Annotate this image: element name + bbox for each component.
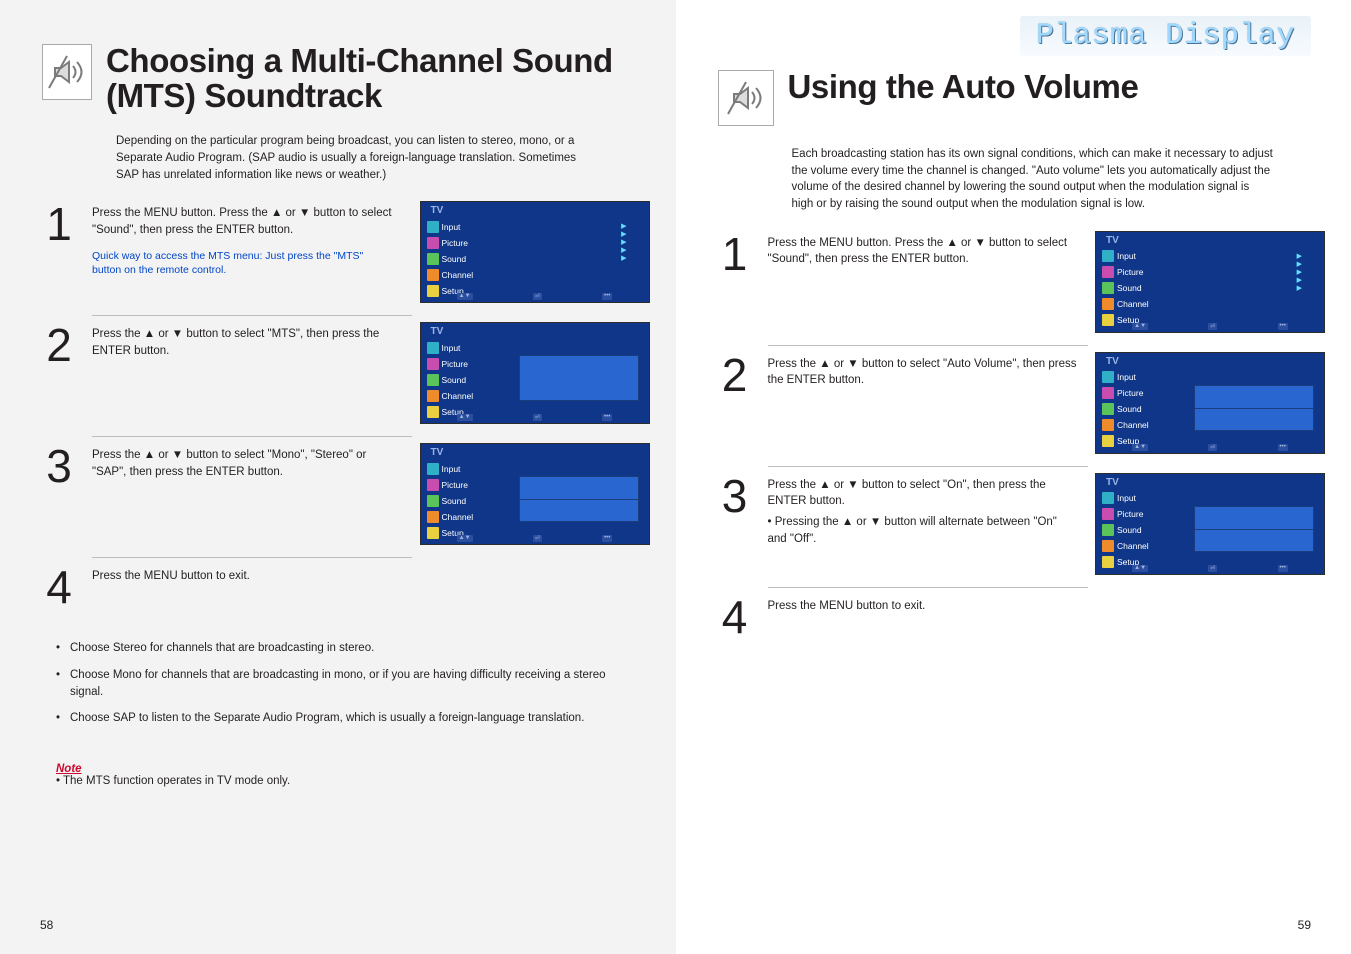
left-title: Choosing a Multi-Channel Sound (MTS) Sou… — [106, 44, 634, 113]
tv-screenshot: TV Input Picture Sound Channel Setup ▲▼⏎… — [1095, 352, 1325, 454]
step-text: Press the ▲ or ▼ button to select "MTS",… — [92, 326, 404, 359]
divider — [92, 436, 412, 437]
note-header: Note — [56, 763, 82, 775]
left-header: Choosing a Multi-Channel Sound (MTS) Sou… — [0, 0, 676, 125]
step: 4 Press the MENU button to exit. — [718, 594, 1326, 640]
tv-arrow-icons: ▶▶▶▶▶ — [1297, 252, 1302, 292]
divider — [768, 587, 1088, 588]
tv-panel — [519, 355, 639, 401]
divider — [92, 557, 412, 558]
step: 1 Press the MENU button. Press the ▲ or … — [718, 231, 1326, 333]
step-text: Press the MENU button to exit. — [92, 568, 650, 585]
step-text: Press the MENU button. Press the ▲ or ▼ … — [768, 235, 1080, 268]
step-number: 4 — [42, 564, 76, 610]
page-right: Plasma Display Using the Auto Volume Eac… — [676, 0, 1351, 954]
divider — [92, 315, 412, 316]
step-number: 1 — [42, 201, 76, 247]
step-text: Press the ▲ or ▼ button to select "Mono"… — [92, 447, 404, 480]
tip: Choose Mono for channels that are broadc… — [56, 667, 616, 700]
step: 2 Press the ▲ or ▼ button to select "Aut… — [718, 352, 1326, 454]
divider — [768, 345, 1088, 346]
step: 3 Press the ▲ or ▼ button to select "Mon… — [42, 443, 650, 545]
step-number: 2 — [718, 352, 752, 398]
right-title: Using the Auto Volume — [788, 70, 1139, 105]
sound-section-icon — [718, 70, 774, 126]
note-text: • The MTS function operates in TV mode o… — [56, 775, 290, 787]
step-number: 4 — [718, 594, 752, 640]
step: 3 Press the ▲ or ▼ button to select "On"… — [718, 473, 1326, 575]
step-text: Press the ▲ or ▼ button to select "On", … — [768, 477, 1080, 510]
right-intro: Each broadcasting station has its own si… — [676, 138, 1316, 231]
step: 1 Press the MENU button. Press the ▲ or … — [42, 201, 650, 303]
tv-panel — [519, 476, 639, 522]
tv-panel — [1194, 506, 1314, 552]
tv-screenshot: TV Input Picture Sound Channel Setup ▲▼⏎… — [1095, 473, 1325, 575]
note-section: Note • The MTS function operates in TV m… — [0, 737, 676, 787]
step-text: Press the MENU button. Press the ▲ or ▼ … — [92, 205, 404, 238]
step-text: Press the ▲ or ▼ button to select "Auto … — [768, 356, 1080, 389]
left-steps: 1 Press the MENU button. Press the ▲ or … — [0, 201, 676, 610]
step: 2 Press the ▲ or ▼ button to select "MTS… — [42, 322, 650, 424]
tv-title: TV — [431, 205, 444, 216]
tv-screenshot: TV Input Picture Sound Channel Setup ▲▼⏎… — [420, 322, 650, 424]
page-left: Choosing a Multi-Channel Sound (MTS) Sou… — [0, 0, 676, 954]
step: 4 Press the MENU button to exit. — [42, 564, 650, 610]
page-number: 58 — [40, 918, 53, 932]
brand-banner: Plasma Display — [1020, 16, 1311, 56]
tv-panel — [1194, 385, 1314, 431]
step-number: 3 — [42, 443, 76, 489]
sound-section-icon — [42, 44, 92, 100]
left-intro: Depending on the particular program bein… — [0, 125, 640, 201]
step-sub: Pressing the ▲ or ▼ button will alternat… — [768, 514, 1080, 547]
page-number: 59 — [1298, 918, 1311, 932]
tv-screenshot: TV Input Picture Sound Channel Setup ▶▶▶… — [1095, 231, 1325, 333]
step-text: Press the MENU button to exit. — [768, 598, 1326, 615]
step-number: 3 — [718, 473, 752, 519]
tv-arrow-icons: ▶▶▶▶▶ — [621, 222, 626, 262]
tv-screenshot: TV Input Picture Sound Channel Setup ▲▼⏎… — [420, 443, 650, 545]
step-number: 1 — [718, 231, 752, 277]
step-number: 2 — [42, 322, 76, 368]
tv-screenshot: TV Input Picture Sound Channel Setup ▶▶▶… — [420, 201, 650, 303]
right-steps: 1 Press the MENU button. Press the ▲ or … — [676, 231, 1351, 640]
tip: Choose Stereo for channels that are broa… — [56, 640, 616, 657]
divider — [768, 466, 1088, 467]
tv-menu: Input Picture Sound Channel Setup — [427, 220, 474, 297]
step-quicktip: Quick way to access the MTS menu: Just p… — [92, 249, 392, 277]
tips: Choose Stereo for channels that are broa… — [0, 622, 676, 727]
tip: Choose SAP to listen to the Separate Aud… — [56, 710, 616, 727]
